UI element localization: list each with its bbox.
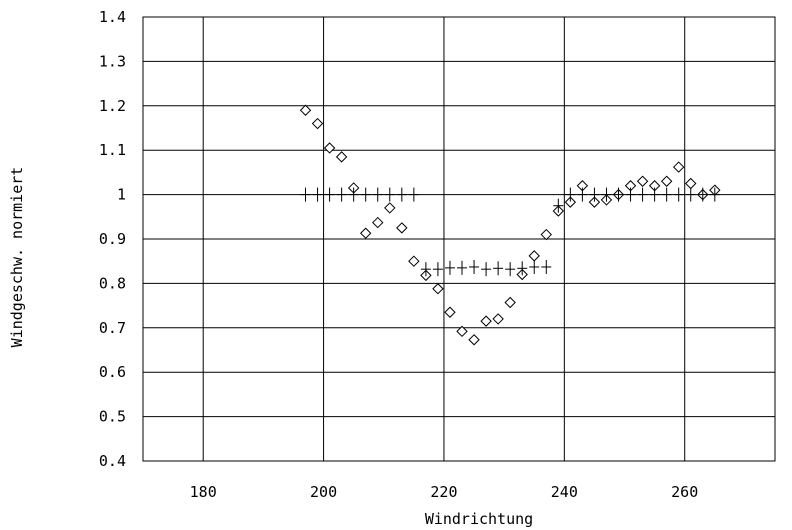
x-tick-label: 240	[551, 483, 578, 501]
diamond-point	[456, 325, 468, 338]
x-tick-label: 220	[430, 483, 457, 501]
plus-point	[517, 261, 528, 276]
diamond-point	[408, 255, 420, 267]
y-tick-label: 1.3	[99, 52, 126, 70]
plus-point	[300, 187, 311, 202]
diamond-point	[564, 196, 577, 208]
diamond-point	[588, 196, 601, 208]
x-tick-labels: 180 200 220 240 260	[190, 483, 699, 501]
plus-point	[348, 187, 359, 202]
plus-point	[601, 187, 612, 202]
plus-point	[529, 259, 540, 274]
plus-point	[577, 187, 588, 202]
y-tick-label: 0.5	[99, 408, 126, 426]
diamond-point	[672, 161, 685, 173]
plus-point	[469, 259, 480, 274]
plus-point	[625, 187, 636, 202]
y-tick-label: 1.4	[99, 8, 126, 26]
plus-point	[384, 187, 395, 202]
grid	[143, 16, 775, 462]
plot-frame	[142, 16, 776, 462]
plus-point	[493, 261, 504, 276]
y-axis-label: Windgeschw. normiert	[8, 167, 26, 348]
plus-point	[312, 187, 323, 202]
plot-border	[142, 16, 776, 462]
plus-point	[589, 187, 600, 202]
plus-point	[360, 187, 371, 202]
diamond-point	[528, 250, 540, 262]
diamond-point	[492, 313, 504, 325]
y-tick-label: 0.8	[99, 274, 126, 292]
plus-point	[673, 187, 684, 202]
diamond-point	[323, 142, 336, 154]
y-tick-labels: 0.4 0.5 0.6 0.7 0.8 0.9 1 1.1 1.2 1.3 1.4	[99, 8, 126, 470]
plus-point	[420, 262, 431, 277]
plus-point	[457, 260, 468, 275]
diamond-point	[504, 296, 516, 309]
plus-point	[637, 187, 648, 202]
y-tick-label: 0.4	[99, 452, 126, 470]
y-tick-label: 1	[117, 186, 126, 204]
diamond-point	[299, 104, 312, 116]
plus-point	[697, 187, 708, 202]
x-tick-label: 180	[190, 483, 217, 501]
x-tick-label: 260	[671, 483, 698, 501]
plus-point	[372, 187, 383, 202]
plus-point	[649, 187, 660, 202]
plus-point	[553, 198, 564, 213]
data-marks	[299, 104, 721, 346]
plus-point	[541, 259, 552, 274]
diamond-point	[540, 228, 552, 241]
plus-point	[661, 187, 672, 202]
plus-point	[685, 187, 696, 202]
diamond-point	[444, 306, 456, 318]
plus-point	[709, 187, 720, 202]
plus-point	[481, 262, 492, 277]
plus-point	[613, 187, 624, 202]
x-tick-label: 200	[310, 483, 337, 501]
diamond-point	[660, 175, 673, 187]
plus-point	[336, 187, 347, 202]
diamond-point	[468, 334, 480, 346]
y-tick-label: 1.2	[99, 97, 126, 115]
diamond-point	[432, 283, 444, 295]
y-tick-label: 1.1	[99, 141, 126, 159]
diamond-point	[636, 175, 649, 187]
diamond-point	[335, 151, 348, 163]
plus-point	[432, 262, 443, 277]
y-tick-label: 0.6	[99, 363, 126, 381]
plus-point	[565, 187, 576, 202]
plus-point	[444, 260, 455, 275]
diamond-point	[685, 177, 697, 190]
diamond-point	[384, 202, 396, 214]
diamond-point	[480, 315, 492, 327]
x-axis-label: Windrichtung	[425, 510, 533, 528]
diamond-point	[311, 117, 324, 130]
plus-point	[396, 187, 407, 202]
plus-point	[505, 262, 516, 277]
diamond-point	[359, 227, 372, 239]
y-tick-label: 0.9	[99, 230, 126, 248]
plus-point	[408, 187, 419, 202]
diamond-point	[396, 222, 408, 234]
y-tick-label: 0.7	[99, 319, 126, 337]
plus-point	[324, 187, 335, 202]
diamond-point	[372, 216, 384, 229]
